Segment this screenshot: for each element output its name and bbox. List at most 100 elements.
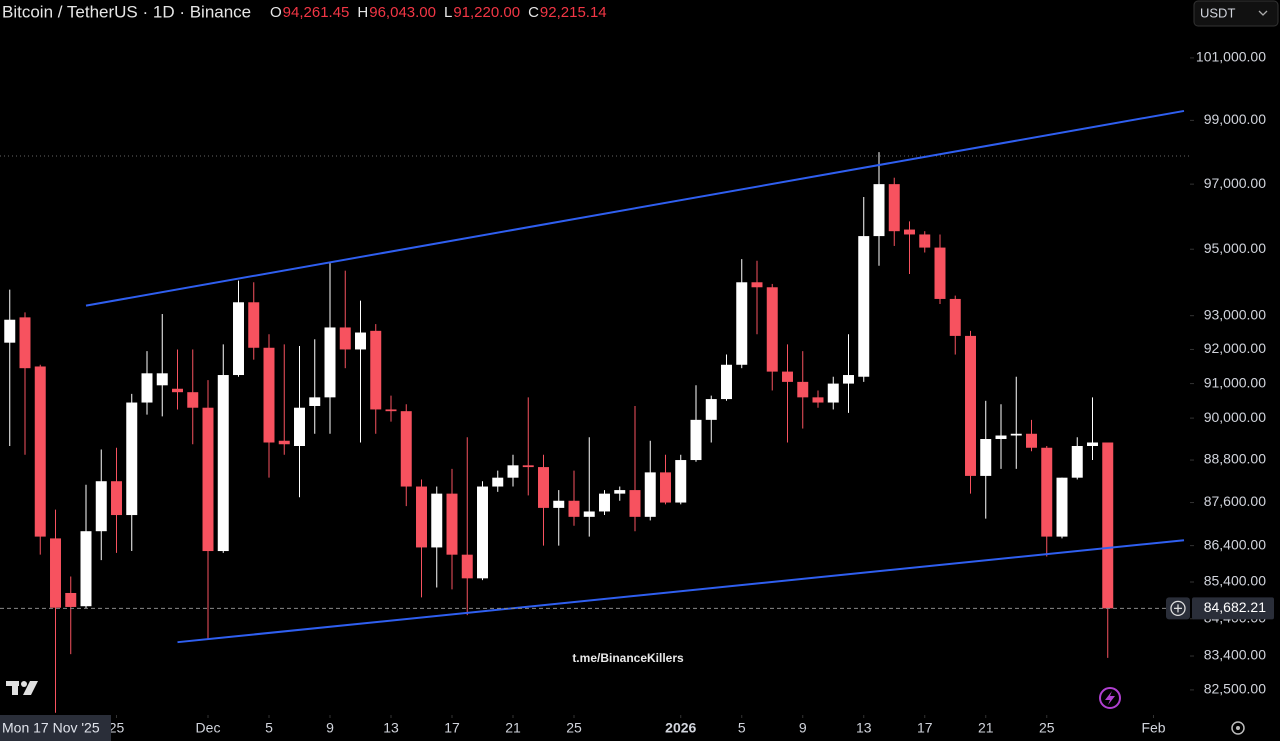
candle-body bbox=[1010, 433, 1022, 436]
candle-body bbox=[19, 317, 31, 369]
candle-body bbox=[995, 435, 1007, 440]
candle-body bbox=[553, 500, 565, 508]
ohlc-letter: C bbox=[528, 4, 539, 21]
last-price-label: 84,682.21 bbox=[1204, 599, 1266, 615]
candle-body bbox=[568, 500, 580, 517]
candle-body bbox=[95, 481, 107, 532]
x-tick-label: 25 bbox=[109, 720, 125, 736]
candle-body bbox=[782, 371, 793, 382]
ohlc-letter: H bbox=[357, 4, 368, 21]
candle-body bbox=[50, 538, 61, 608]
x-tick-label: 25 bbox=[566, 720, 582, 736]
y-tick-label: 101,000.00 bbox=[1196, 49, 1266, 65]
y-tick-label: 85,400.00 bbox=[1204, 573, 1266, 589]
candle-body bbox=[492, 477, 504, 487]
candle-body bbox=[721, 364, 732, 400]
candle-body bbox=[400, 411, 412, 487]
candle-body bbox=[156, 373, 168, 386]
dropdown-arrow[interactable] bbox=[1258, 10, 1268, 16]
candle-body bbox=[431, 493, 443, 548]
candle-body bbox=[812, 397, 824, 403]
x-tick-label: 13 bbox=[856, 720, 872, 736]
x-tick-label: 17 bbox=[444, 720, 460, 736]
candle-body bbox=[629, 490, 641, 517]
last-price-box bbox=[1192, 597, 1274, 620]
candle-body bbox=[751, 282, 763, 288]
x-tick-label: 25 bbox=[1039, 720, 1055, 736]
candle-body bbox=[827, 383, 839, 403]
y-tick-label: 99,000.00 bbox=[1204, 111, 1266, 127]
currency-selector[interactable] bbox=[1193, 0, 1279, 27]
candle-body bbox=[888, 184, 900, 232]
candle-body bbox=[461, 554, 473, 579]
x-tick-label: 2026 bbox=[665, 720, 696, 736]
y-tick-label: 90,000.00 bbox=[1204, 409, 1266, 425]
trendline bbox=[85, 109, 1185, 307]
candle-body bbox=[873, 184, 885, 237]
candle-body bbox=[599, 493, 610, 512]
candle-body bbox=[111, 481, 122, 516]
candle-body bbox=[949, 298, 961, 336]
candle-body bbox=[904, 229, 915, 235]
candle-body bbox=[202, 407, 214, 552]
ohlc-value: 92,215.14 bbox=[540, 4, 607, 21]
candle-body bbox=[355, 332, 366, 350]
candle-body bbox=[370, 330, 382, 410]
x-tick-label: Dec bbox=[196, 720, 221, 736]
chart-title: Bitcoin / TetherUS · 1D · Binance bbox=[2, 2, 251, 21]
candle-body bbox=[843, 375, 854, 384]
trendline bbox=[177, 539, 1185, 644]
x-tick-label: 17 bbox=[917, 720, 933, 736]
candle-body bbox=[416, 486, 427, 548]
candle-body bbox=[644, 472, 656, 517]
candle-body bbox=[934, 247, 946, 299]
crosshair-date: Mon 17 Nov '25 bbox=[2, 720, 100, 736]
y-tick-label: 83,400.00 bbox=[1204, 647, 1266, 663]
candle-body bbox=[172, 388, 183, 393]
candle-body bbox=[1056, 477, 1068, 537]
candle-body bbox=[538, 467, 549, 508]
candle-body bbox=[858, 236, 870, 377]
y-tick-label: 97,000.00 bbox=[1204, 175, 1266, 191]
alert-icon[interactable] bbox=[1099, 687, 1121, 709]
candle-body bbox=[1041, 447, 1053, 537]
candle-body bbox=[507, 465, 519, 478]
candle-body bbox=[766, 287, 778, 372]
candle-body bbox=[217, 375, 229, 552]
candle-body bbox=[477, 486, 488, 579]
candle-body bbox=[294, 407, 305, 447]
candle-body bbox=[187, 392, 199, 408]
currency-label[interactable]: USDT bbox=[1200, 5, 1235, 20]
candle-body bbox=[797, 381, 809, 398]
candle-body bbox=[233, 302, 244, 376]
x-tick-label: 21 bbox=[978, 720, 994, 736]
y-tick-label: 95,000.00 bbox=[1204, 240, 1266, 256]
candle-body bbox=[1102, 442, 1114, 609]
candle-body bbox=[736, 282, 748, 365]
candle-body bbox=[1087, 442, 1098, 447]
x-tick-label: 9 bbox=[326, 720, 334, 736]
candle-body bbox=[522, 465, 534, 468]
candle-body bbox=[4, 319, 16, 343]
candle-body bbox=[385, 409, 397, 412]
add-alert-button[interactable] bbox=[1166, 597, 1190, 620]
candle-body bbox=[80, 531, 92, 607]
candle-body bbox=[660, 472, 671, 503]
ohlc-value: 94,261.45 bbox=[283, 4, 350, 21]
x-tick-label: Feb bbox=[1141, 720, 1165, 736]
candle-body bbox=[690, 419, 702, 461]
candle-body bbox=[248, 302, 260, 348]
ohlc-letter: O bbox=[270, 4, 282, 21]
candle-body bbox=[339, 327, 351, 350]
settings-icon[interactable] bbox=[1231, 721, 1245, 735]
candle-body bbox=[309, 397, 321, 406]
candle-body bbox=[278, 440, 290, 445]
ohlc-letter: L bbox=[444, 4, 452, 21]
tv-logo bbox=[6, 681, 38, 695]
y-tick-label: 82,500.00 bbox=[1204, 681, 1266, 697]
y-tick-label: 91,000.00 bbox=[1204, 374, 1266, 390]
add-alert-circle bbox=[1170, 600, 1186, 617]
